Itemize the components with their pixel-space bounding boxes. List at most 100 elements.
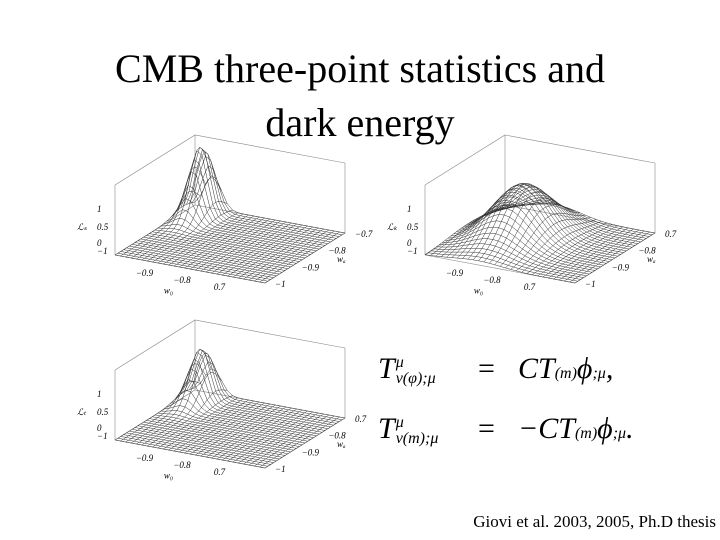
y-tick-label: 0.7 xyxy=(665,229,677,239)
eq-punct: , xyxy=(605,352,614,385)
mesh-line xyxy=(490,194,641,243)
y-tick-label: −0.9 xyxy=(612,262,630,272)
mesh-line xyxy=(442,232,593,273)
y-tick-label: −1 xyxy=(585,279,596,289)
x-tick-label: −0.9 xyxy=(136,453,154,463)
mesh-line xyxy=(473,183,624,253)
mesh-line xyxy=(222,409,303,461)
mesh-line xyxy=(163,405,314,438)
mesh-line xyxy=(476,183,627,252)
eq-tail: ϕ xyxy=(597,412,613,445)
mesh-line xyxy=(264,417,346,469)
eq-base: T xyxy=(378,412,395,445)
eq-rhs-sub: (m) xyxy=(554,365,577,382)
y-axis-label: wₐ xyxy=(337,439,346,449)
mesh-line xyxy=(521,221,602,273)
mesh-line xyxy=(171,185,323,248)
z-tick-label: 0 xyxy=(97,423,102,433)
eq-sup: μ xyxy=(395,414,404,432)
mesh-line xyxy=(456,202,607,264)
z-tick-label: 0 xyxy=(97,238,102,248)
mesh-line xyxy=(194,175,346,234)
mesh-line xyxy=(254,415,335,467)
y-tick-label: −0.8 xyxy=(328,246,346,256)
mesh-line xyxy=(222,224,303,276)
mesh-line xyxy=(238,412,319,464)
mesh-line xyxy=(505,212,586,269)
mesh-line xyxy=(542,226,623,278)
eq-indices: μ ν(m);μ xyxy=(396,415,439,447)
mesh-line xyxy=(186,148,337,239)
z-tick-label: 1 xyxy=(97,204,102,214)
mesh-line xyxy=(183,146,334,241)
mesh-line xyxy=(493,197,644,241)
z-tick-label: 1 xyxy=(407,204,412,214)
eq-rhs: CT xyxy=(518,352,555,385)
eq-tail-sub: ;μ xyxy=(612,425,627,442)
mesh-line xyxy=(537,225,618,277)
mesh-line xyxy=(238,227,319,279)
mesh-line xyxy=(248,229,330,281)
z-tick-label: 0 xyxy=(407,238,412,248)
mesh-line xyxy=(169,198,320,250)
y-tick-label: −1 xyxy=(275,464,286,474)
mesh-line xyxy=(195,404,276,456)
x-axis-label: w₀ xyxy=(164,286,173,296)
z-label: ℒₛ xyxy=(77,222,87,232)
mesh-line xyxy=(163,217,314,253)
mesh-line xyxy=(160,410,311,440)
mesh-line xyxy=(526,222,607,274)
mesh-line xyxy=(194,368,346,419)
mesh-line xyxy=(120,190,201,257)
mesh-line xyxy=(430,204,511,256)
y-tick-label: −1 xyxy=(275,279,286,289)
eq-sup: μ xyxy=(395,354,404,372)
mesh-line xyxy=(243,413,324,465)
x-axis-label: w₀ xyxy=(474,286,483,296)
x-tick-label: −0.9 xyxy=(446,268,464,278)
mesh-line xyxy=(440,204,522,257)
mesh-line xyxy=(186,349,337,424)
mesh-line xyxy=(484,189,636,246)
mesh-line xyxy=(154,229,306,259)
mesh-line xyxy=(160,224,311,255)
title-line: CMB three-point statistics and xyxy=(115,46,605,91)
title-line: dark energy xyxy=(265,100,455,145)
mesh-line xyxy=(232,226,313,278)
mesh-line xyxy=(216,223,297,275)
citation: Giovi et al. 2003, 2005, Ph.D thesis xyxy=(473,512,716,531)
mesh-line xyxy=(248,414,330,466)
eq-indices: μ ν(φ);μ xyxy=(396,355,436,387)
mesh-line xyxy=(180,351,331,428)
mesh-line xyxy=(177,358,328,429)
mesh-line xyxy=(548,227,629,279)
x-tick-label: −0.9 xyxy=(136,268,154,278)
mesh-line xyxy=(157,412,308,442)
mesh-line xyxy=(200,405,281,457)
mesh-line xyxy=(227,225,308,277)
mesh-line xyxy=(189,155,340,237)
mesh-line xyxy=(205,406,287,458)
mesh-line xyxy=(174,171,326,246)
box-top xyxy=(424,134,656,186)
mesh-line xyxy=(183,348,334,426)
mesh-line xyxy=(569,231,650,283)
x-tick-label: 0.7 xyxy=(214,467,226,477)
y-tick-label: −0.9 xyxy=(302,262,320,272)
mesh-line xyxy=(166,209,317,252)
eq-tail-sub: ;μ xyxy=(592,365,606,382)
y-tick-label: −0.9 xyxy=(302,447,320,457)
mesh-line xyxy=(211,407,292,459)
eq-punct: . xyxy=(626,412,634,445)
mesh-line xyxy=(470,183,621,255)
y-tick-label: −0.8 xyxy=(638,246,656,256)
mesh-line xyxy=(189,354,340,422)
x-tick-label: −0.8 xyxy=(173,275,191,285)
z-tick-label: −1 xyxy=(97,246,108,256)
mesh-line xyxy=(574,232,656,284)
x-tick-label: −0.8 xyxy=(483,275,501,285)
